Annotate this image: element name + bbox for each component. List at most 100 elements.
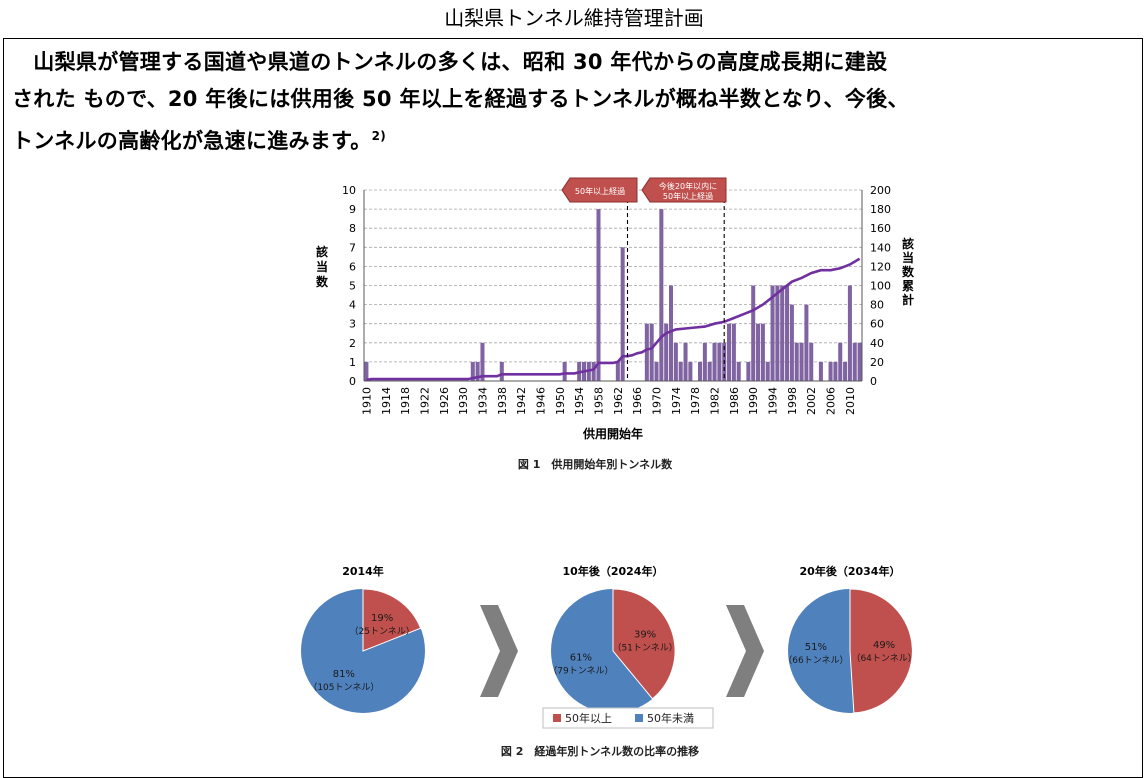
bar — [475, 361, 480, 381]
y-tick-label: 9 — [349, 203, 356, 216]
arrow-right-icon — [480, 605, 518, 697]
x-tick-label: 1922 — [418, 387, 431, 415]
y2-tick-label: 100 — [870, 280, 891, 293]
bar — [480, 342, 485, 381]
y-tick-label: 5 — [349, 280, 356, 293]
x-tick-label: 1998 — [786, 387, 799, 415]
pie-title: 2014年 — [342, 564, 384, 578]
svg-text:（105トンネル）: （105トンネル） — [308, 682, 379, 693]
bar — [364, 361, 369, 381]
bar — [644, 323, 649, 381]
footnote-reference: 2) — [371, 129, 387, 143]
x-tick-label: 1954 — [573, 387, 586, 415]
bar — [683, 342, 688, 381]
bar — [746, 361, 751, 381]
ratio-pie-charts: 2014年 19% （25トンネル） 81% （105トンネル） 10年後（2024年） 3… — [301, 564, 917, 729]
bar — [659, 209, 664, 381]
annotation-within-20-line2: 50年以上経過 — [663, 191, 713, 201]
axes — [363, 190, 863, 382]
bar — [809, 342, 814, 381]
slice-label-over-50: 49% （64トンネル） — [851, 640, 916, 664]
tunnel-count-chart: 0123456789100204060801001201401601802001… — [316, 177, 915, 441]
pie-chart-2: 10年後（2024年） 39% （51トンネル） 61% （79トンネル） — [548, 564, 678, 713]
svg-text:51%: 51% — [805, 642, 827, 653]
x-tick-label: 1950 — [554, 387, 567, 415]
x-tick-label: 2006 — [825, 387, 838, 415]
pie-chart-3: 20年後（2034年） 49% （64トンネル） 51% （66トンネル） — [783, 564, 917, 714]
x-tick-label: 1930 — [457, 387, 470, 415]
svg-text:（79トンネル）: （79トンネル） — [548, 666, 613, 677]
svg-text:（64トンネル）: （64トンネル） — [851, 653, 916, 664]
slice-label-over-50: 39% （51トンネル） — [612, 629, 677, 653]
x-tick-label: 1946 — [534, 387, 547, 415]
x-tick-label: 1986 — [728, 387, 741, 415]
x-tick-label: 1990 — [747, 387, 760, 415]
y2-tick-label: 80 — [870, 299, 884, 312]
legend-label-over-50: 50年以上 — [565, 711, 612, 725]
bar — [760, 323, 765, 381]
x-tick-label: 1958 — [592, 387, 605, 415]
bar — [731, 323, 736, 381]
legend: 50年以上 50年未満 — [542, 707, 714, 729]
bar — [794, 342, 799, 381]
bar — [804, 304, 809, 381]
pie-slice-over-50 — [612, 588, 676, 700]
y2-tick-label: 20 — [870, 356, 884, 369]
x-tick-label: 1942 — [515, 387, 528, 415]
x-tick-label: 1974 — [670, 387, 683, 415]
x-tick-label: 1978 — [689, 387, 702, 415]
y-tick-label: 3 — [349, 318, 356, 331]
bar — [847, 285, 852, 381]
bar — [818, 361, 823, 381]
bar — [833, 361, 838, 381]
document-title: 山梨県トンネル維持管理計画 — [444, 6, 704, 30]
y-tick-label: 1 — [349, 356, 356, 369]
bar — [780, 285, 785, 381]
x-tick-label: 1926 — [438, 387, 451, 415]
bar — [678, 361, 683, 381]
bar — [620, 247, 625, 381]
y2-tick-label: 180 — [870, 203, 891, 216]
x-tick-label: 1918 — [399, 387, 412, 415]
x-tick-label: 1994 — [767, 387, 780, 415]
y-tick-label: 4 — [349, 299, 356, 312]
y2-tick-label: 160 — [870, 222, 891, 235]
svg-text:（66トンネル）: （66トンネル） — [783, 655, 848, 666]
slice-label-under-50: 81% （105トンネル） — [308, 669, 379, 693]
bar — [785, 285, 790, 381]
legend-swatch-under-50 — [635, 714, 643, 722]
bar — [751, 285, 756, 381]
bar — [765, 361, 770, 381]
bar — [799, 342, 804, 381]
bar — [562, 361, 567, 381]
bar — [596, 209, 601, 381]
y2-tick-label: 60 — [870, 318, 884, 331]
y2-tick-label: 200 — [870, 184, 891, 197]
paragraph-line-2: された もので、20 年後には供用後 50 年以上を経過するトンネルが概ね半数と… — [12, 87, 909, 111]
figure2-caption: 図 2 経過年別トンネル数の比率の推移 — [500, 745, 700, 758]
y2-tick-label: 120 — [870, 260, 891, 273]
bar — [649, 323, 654, 381]
y-axis-label: 該当数 — [316, 244, 329, 289]
y2-tick-label: 0 — [870, 375, 877, 388]
x-tick-label: 1962 — [612, 387, 625, 415]
y2-tick-label: 140 — [870, 241, 891, 254]
pie-group: 2014年 19% （25トンネル） 81% （105トンネル） 10年後（2024年） 3… — [301, 564, 917, 714]
x-tick-label: 1910 — [360, 387, 373, 415]
bar — [828, 361, 833, 381]
bar — [727, 323, 732, 381]
x-tick-label: 1914 — [380, 387, 393, 415]
bar — [857, 342, 862, 381]
bar — [838, 342, 843, 381]
tick-labels: 0123456789100204060801001201401601802001… — [316, 184, 915, 441]
svg-text:19%: 19% — [371, 613, 393, 624]
slice-label-under-50: 61% （79トンネル） — [548, 653, 613, 677]
reference-lines — [626, 192, 725, 381]
arrow-right-icon — [726, 605, 764, 697]
bar — [615, 361, 620, 381]
bar — [673, 342, 678, 381]
paragraph-line-1: 山梨県が管理する国道や県道のトンネルの多くは、昭和 30 年代からの高度成長期に… — [12, 50, 888, 74]
y2-axis-label: 該当数累計 — [902, 236, 915, 307]
bar — [736, 361, 741, 381]
figure1-caption: 図 1 供用開始年別トンネル数 — [517, 458, 673, 471]
